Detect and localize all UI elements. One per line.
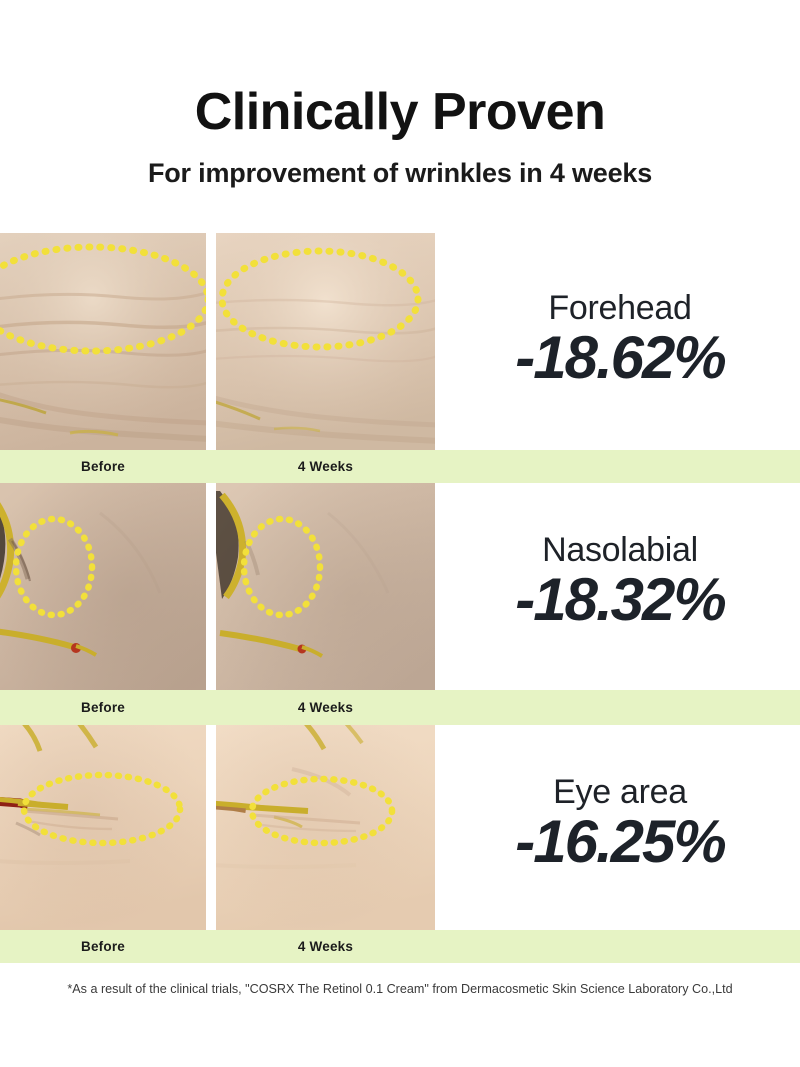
photo-before-eye-area [0,725,206,930]
wrinkle-annotation-ellipse [12,515,96,619]
skin-photo-image [0,483,206,690]
photo-before-nasolabial [0,483,206,690]
stat-improvement-value: -16.25% [515,807,726,875]
wrinkle-annotation-ellipse [240,515,324,619]
wrinkle-annotation-ellipse [248,775,396,847]
wrinkle-annotation-ellipse [20,771,184,847]
header: Clinically Proven For improvement of wri… [0,0,800,233]
stat-improvement-value: -18.32% [515,565,726,633]
stat-area-label: Eye area [553,773,687,811]
stat-forehead: Forehead -18.62% [440,289,800,391]
result-row-forehead: Forehead -18.62% [0,233,800,450]
caption-before: Before [81,939,125,954]
caption-before: Before [81,700,125,715]
photo-after-eye-area [216,725,435,930]
caption-after: 4 Weeks [297,459,354,474]
stat-eye-area: Eye area -16.25% [440,773,800,875]
stat-improvement-value: -18.62% [515,323,726,391]
caption-bar-forehead: Before 4 Weeks [0,450,800,483]
skin-photo-image [0,233,206,450]
caption-bar-eye-area: Before 4 Weeks [0,930,800,963]
caption-before: Before [81,459,125,474]
result-row-nasolabial: Nasolabial -18.32% [0,483,800,690]
caption-bar-nasolabial: Before 4 Weeks [0,690,800,725]
skin-photo-image [216,483,435,690]
wrinkle-annotation-ellipse [218,247,422,351]
stat-area-label: Nasolabial [542,531,698,569]
wrinkle-annotation-ellipse [0,243,206,355]
skin-photo-image [216,725,435,930]
stat-nasolabial: Nasolabial -18.32% [440,531,800,633]
photo-after-nasolabial [216,483,435,690]
caption-after: 4 Weeks [297,939,354,954]
page-subtitle: For improvement of wrinkles in 4 weeks [147,158,653,188]
skin-photo-image [216,233,435,450]
result-row-eye-area: Eye area -16.25% [0,725,800,930]
page-title: Clinically Proven [194,83,606,141]
stat-area-label: Forehead [548,289,692,327]
photo-after-forehead [216,233,435,450]
photo-before-forehead [0,233,206,450]
caption-after: 4 Weeks [297,700,354,715]
clinical-trial-footnote: *As a result of the clinical trials, "CO… [67,982,733,996]
